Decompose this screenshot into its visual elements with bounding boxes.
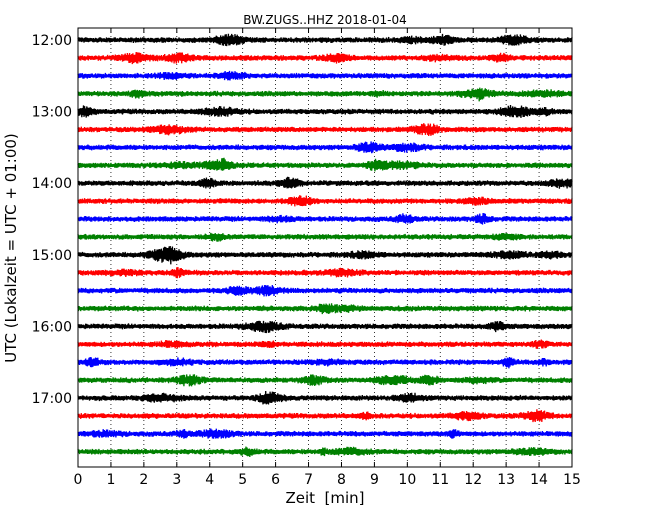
- trace-1315: [77, 123, 573, 137]
- trace-1215: [77, 51, 573, 65]
- trace-1600: [77, 320, 573, 334]
- x-tick-label: 1: [106, 472, 115, 488]
- x-axis-label: Zeit [min]: [285, 489, 364, 507]
- y-tick-label: 14:00: [32, 176, 72, 192]
- trace-1615: [77, 339, 573, 349]
- x-tick-label: 0: [74, 472, 83, 488]
- trace-1245: [77, 87, 573, 102]
- x-tick-label: 8: [337, 472, 346, 488]
- x-tick-label: 13: [497, 472, 515, 488]
- x-tick-label: 10: [398, 472, 416, 488]
- trace-1430: [77, 212, 573, 225]
- y-axis-ticks: 12:00 13:00 14:00 15:00 16:00 17:00: [32, 33, 572, 407]
- x-tick-label: 9: [370, 472, 379, 488]
- trace-1700: [77, 390, 573, 405]
- trace-1500: [77, 245, 573, 265]
- y-axis-label: UTC (Lokalzeit = UTC + 01:00): [2, 133, 20, 363]
- trace-1630: [77, 356, 573, 369]
- trace-1545: [77, 303, 573, 315]
- y-tick-label: 13:00: [32, 105, 72, 121]
- y-tick-label: 15:00: [32, 248, 72, 264]
- x-tick-label: 4: [205, 472, 214, 488]
- trace-1400: [77, 176, 573, 189]
- y-tick-label: 16:00: [32, 319, 72, 335]
- trace-1530: [77, 285, 573, 297]
- x-tick-label: 11: [431, 472, 449, 488]
- chart-title: BW.ZUGS..HHZ 2018-01-04: [243, 13, 406, 27]
- trace-1230: [77, 70, 573, 81]
- trace-1415: [77, 195, 573, 207]
- x-tick-label: 7: [304, 472, 313, 488]
- trace-1445: [77, 232, 573, 242]
- trace-1715: [77, 409, 573, 423]
- plot-frame: [77, 27, 573, 468]
- trace-1730: [77, 428, 573, 439]
- x-tick-label: 6: [271, 472, 280, 488]
- seismic-traces: [77, 33, 573, 458]
- x-tick-label: 15: [563, 472, 581, 488]
- trace-1300: [77, 104, 573, 118]
- y-tick-label: 12:00: [32, 33, 72, 49]
- trace-1330: [77, 141, 573, 154]
- x-axis-ticks: 0 1 2 3 4 5 6 7 8 9 10 11 12 13 14 15: [74, 28, 581, 488]
- x-tick-label: 14: [530, 472, 548, 488]
- trace-1645: [77, 374, 573, 387]
- trace-1745: [77, 446, 573, 458]
- x-tick-label: 12: [464, 472, 482, 488]
- trace-1345: [77, 157, 573, 172]
- trace-1515: [77, 267, 573, 279]
- x-tick-label: 2: [139, 472, 148, 488]
- y-tick-label: 17:00: [32, 391, 72, 407]
- x-tick-label: 3: [172, 472, 181, 488]
- trace-1200: [77, 33, 573, 47]
- x-tick-label: 5: [238, 472, 247, 488]
